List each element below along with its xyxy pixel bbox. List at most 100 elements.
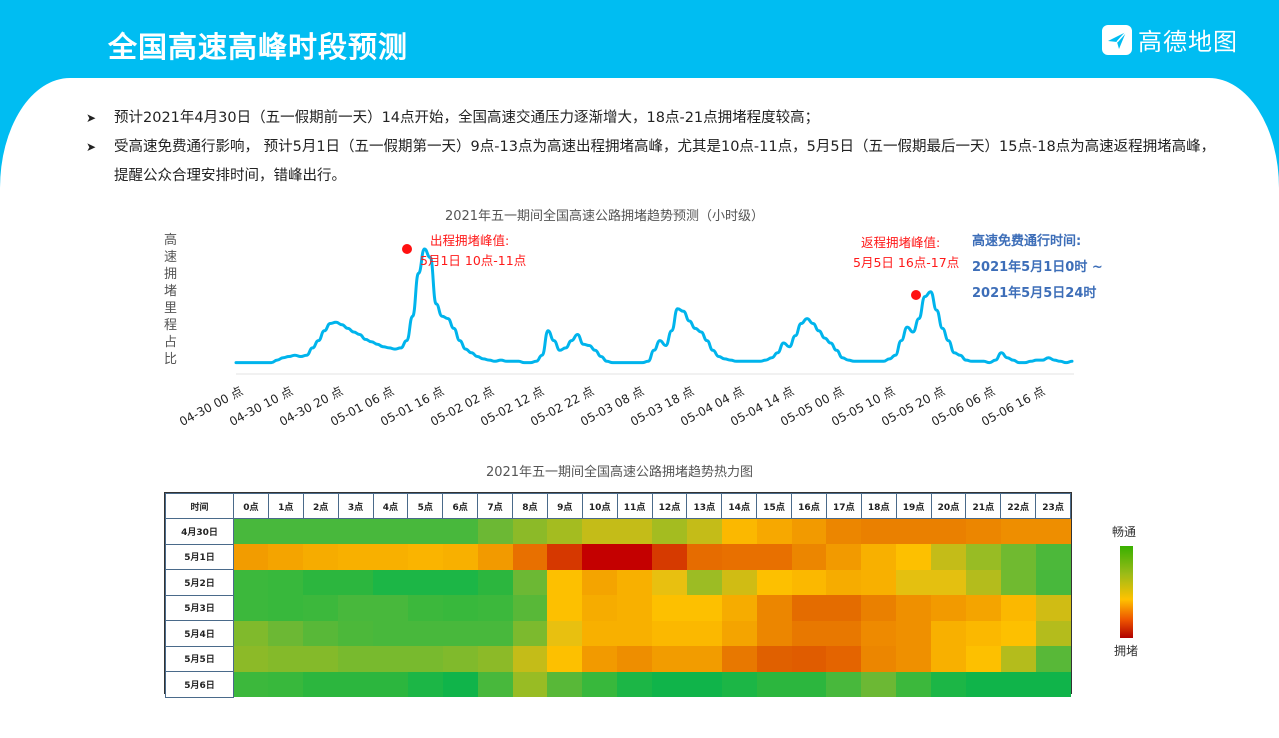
heatmap-cell: [373, 518, 408, 544]
heatmap-cell: [965, 544, 1001, 570]
heatmap-cell: [233, 646, 269, 672]
heatmap-hour-header: 14点: [721, 493, 758, 519]
heatmap-cell: [547, 544, 583, 570]
heatmap-cell: [652, 544, 687, 570]
heatmap-cell: [407, 595, 443, 621]
heatmap-cell: [442, 569, 478, 595]
heatmap-cell: [721, 518, 757, 544]
heatmap-cell: [931, 620, 966, 646]
heatmap-date-label: 5月2日: [165, 569, 234, 596]
heatmap-cell: [547, 595, 583, 621]
heatmap-hour-header: 23点: [1035, 493, 1071, 519]
heatmap-cell: [407, 620, 443, 646]
heatmap-cell: [791, 646, 827, 672]
heatmap-cell: [477, 595, 513, 621]
heatmap-cell: [756, 544, 792, 570]
legend-congested-label: 拥堵: [1114, 644, 1139, 658]
summary-bullets: ➤ 预计2021年4月30日（五一假期前一天）14点开始，全国高速交通压力逐渐增…: [86, 104, 1226, 191]
heatmap-cell: [512, 595, 548, 621]
heatmap-cell: [965, 620, 1001, 646]
heatmap-cell: [965, 569, 1001, 595]
heatmap-cell: [233, 544, 269, 570]
heatmap-cell: [965, 518, 1001, 544]
heatmap-cell: [303, 646, 339, 672]
heatmap-cell: [791, 569, 827, 595]
heatmap-cell: [686, 671, 722, 697]
heatmap-table: 时间 0点 1点 2点 3点 4点 5点 6点 7点 8点 9点 10点 11点 12点 13点 14点 15点…: [164, 492, 1072, 698]
heatmap-cell: [1000, 646, 1036, 672]
heatmap-cell: [338, 620, 373, 646]
heatmap-cell: [582, 595, 618, 621]
heatmap-cell: [756, 569, 792, 595]
heatmap-cell: [582, 569, 618, 595]
heatmap-hour-header: 22点: [1000, 493, 1037, 519]
heatmap-cell: [373, 671, 408, 697]
heatmap-cell: [931, 646, 966, 672]
heatmap-cell: [268, 620, 304, 646]
heatmap-cell: [896, 569, 931, 595]
heatmap-date-label: 4月30日: [165, 518, 234, 545]
heatmap-cell: [547, 671, 583, 697]
heatmap-cell: [965, 671, 1001, 697]
heatmap-cell: [617, 620, 652, 646]
trend-line: [234, 247, 1074, 365]
heatmap-cell: [582, 518, 618, 544]
heatmap-cell: [617, 569, 652, 595]
heatmap-cell: [512, 620, 548, 646]
heatmap-row: 5月2日: [165, 569, 1071, 596]
heatmap-hour-header: 4点: [372, 493, 409, 519]
heatmap-cell: [338, 544, 373, 570]
heatmap-cell: [721, 544, 757, 570]
heatmap-cell: [1000, 595, 1036, 621]
heatmap-cell: [861, 595, 897, 621]
header-bar: 全国高速高峰时段预测 高德地图: [0, 0, 1279, 90]
heatmap-cell: [652, 620, 687, 646]
heatmap-cell: [442, 544, 478, 570]
heatmap-cell: [965, 595, 1001, 621]
heatmap-cell: [512, 544, 548, 570]
heatmap-cell: [652, 518, 687, 544]
heatmap-cell: [791, 620, 827, 646]
heatmap-cell: [931, 569, 966, 595]
heatmap-cell: [861, 620, 897, 646]
heatmap-cell: [582, 620, 618, 646]
heatmap-cell: [233, 595, 269, 621]
heatmap-cell: [756, 595, 792, 621]
amap-logo-icon: [1102, 24, 1132, 55]
heatmap-cell: [861, 671, 897, 697]
heatmap-cell: [268, 595, 304, 621]
heatmap-hour-header: 9点: [546, 493, 583, 519]
peak-return-marker: [911, 290, 921, 300]
heatmap-hour-header: 0点: [233, 493, 269, 519]
heatmap-corner: 时间: [165, 493, 234, 519]
heatmap-date-label: 5月4日: [165, 620, 234, 647]
heatmap-cell: [547, 646, 583, 672]
heatmap-cell: [826, 595, 862, 621]
heatmap-cell: [373, 544, 408, 570]
heatmap-cell: [861, 544, 897, 570]
heatmap-cell: [373, 595, 408, 621]
heatmap-hour-header: 7点: [477, 493, 513, 519]
heatmap-cell: [652, 569, 687, 595]
arrow-bullet-icon: ➤: [86, 140, 97, 154]
heatmap-cell: [861, 518, 897, 544]
heatmap-cell: [1000, 518, 1036, 544]
heatmap-cell: [1000, 671, 1036, 697]
heatmap-cell: [931, 518, 966, 544]
heatmap-cell: [896, 671, 931, 697]
heatmap-cell: [617, 671, 652, 697]
heatmap-cell: [686, 518, 722, 544]
heatmap-cell: [582, 544, 618, 570]
heatmap-cell: [338, 646, 373, 672]
heatmap-cell: [721, 671, 757, 697]
heatmap-hour-header: 5点: [407, 493, 444, 519]
heatmap-cell: [338, 569, 373, 595]
heatmap-hour-header: 2点: [302, 493, 339, 519]
heatmap-cell: [826, 518, 862, 544]
heatmap-cell: [303, 518, 339, 544]
heatmap-cell: [303, 620, 339, 646]
heatmap-date-label: 5月6日: [165, 671, 234, 698]
heatmap-cell: [617, 595, 652, 621]
heatmap-hour-header: 18点: [860, 493, 897, 519]
free-period-note: 高速免费通行时间: 2021年5月1日0时 ~ 2021年5月5日24时: [972, 234, 1103, 301]
